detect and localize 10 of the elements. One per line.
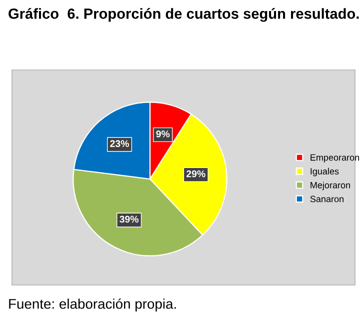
chart-title: Gráfico 6. Proporción de cuartos según resultado. xyxy=(8,8,359,22)
source-note: Fuente: elaboración propia. xyxy=(9,298,176,312)
legend-label: Empeoraron xyxy=(310,154,359,162)
legend-label: Mejoraron xyxy=(310,182,350,190)
legend-label: Iguales xyxy=(310,168,339,176)
data-label: 9% xyxy=(156,130,170,138)
data-label: 23% xyxy=(110,140,129,148)
data-label: 29% xyxy=(186,170,206,178)
data-label: 39% xyxy=(120,216,139,223)
legend-label: Sanaron xyxy=(310,196,344,202)
